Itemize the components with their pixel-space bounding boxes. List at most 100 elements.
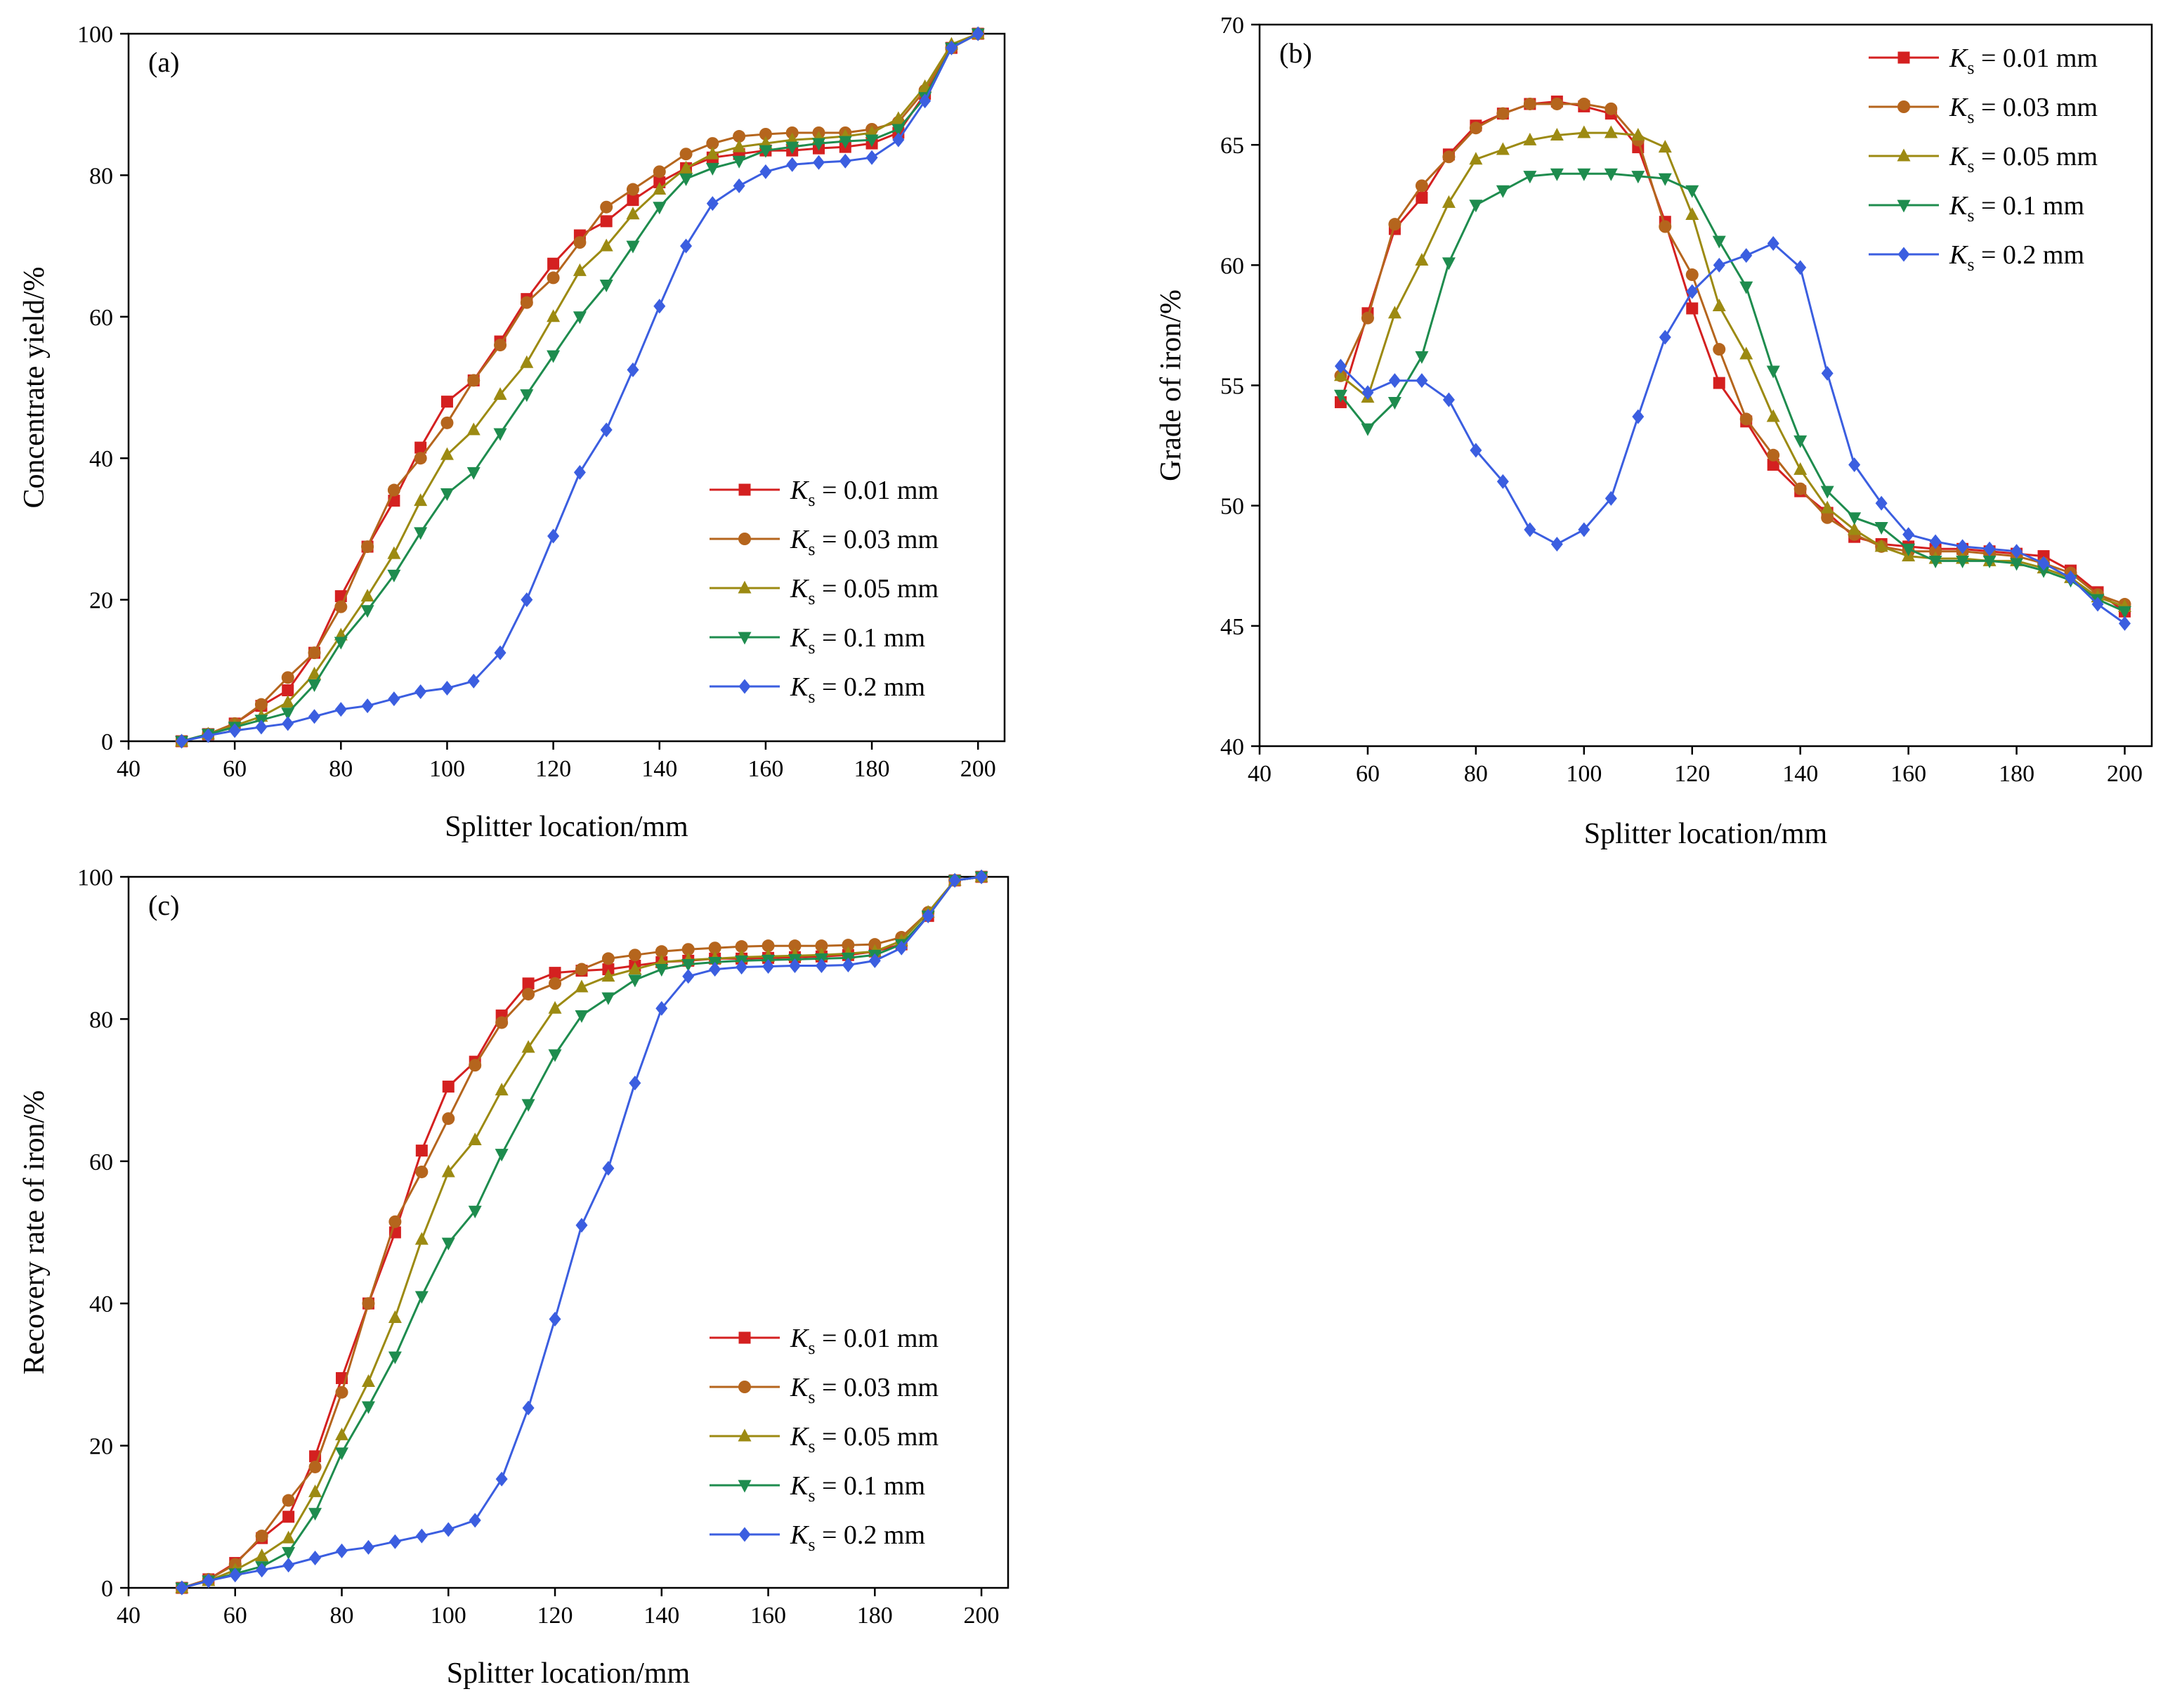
legend-marker [738, 1527, 751, 1542]
legend-marker [738, 1480, 752, 1493]
data-point [361, 540, 374, 554]
data-point [1820, 485, 1834, 499]
data-point [1604, 168, 1618, 181]
data-point [1605, 490, 1617, 506]
legend-marker [738, 632, 752, 645]
data-point [442, 1112, 455, 1126]
data-point [282, 1558, 295, 1573]
data-point [335, 1386, 348, 1399]
data-point [919, 93, 932, 109]
data-point [547, 257, 560, 270]
x-tick-label: 180 [854, 756, 890, 782]
data-point [361, 1401, 375, 1414]
data-point [759, 127, 772, 141]
data-point [1442, 392, 1455, 408]
data-point [442, 1522, 455, 1537]
series-2 [1334, 97, 2131, 611]
x-tick-label: 120 [1674, 761, 1710, 787]
data-point [599, 279, 613, 292]
x-tick-label: 80 [1464, 761, 1488, 787]
x-tick-label: 140 [1782, 761, 1818, 787]
legend-marker [738, 580, 752, 594]
data-point [415, 1528, 428, 1544]
panel-label: (c) [148, 889, 179, 921]
data-point [387, 546, 401, 559]
data-point [255, 719, 268, 735]
data-point [629, 1075, 641, 1090]
data-point [467, 374, 481, 387]
data-point [922, 908, 934, 924]
data-point [601, 969, 615, 982]
data-point [281, 671, 294, 684]
data-point [575, 979, 589, 993]
data-point [1713, 257, 1725, 273]
data-point [1496, 142, 1510, 155]
data-point [759, 164, 772, 179]
data-point [575, 1218, 588, 1233]
y-axis-title: Concentrate yield/% [18, 266, 51, 508]
legend-marker [1897, 247, 1910, 262]
data-point [1496, 185, 1510, 198]
data-point [176, 1580, 188, 1596]
data-point [1902, 527, 1915, 542]
y-tick-label: 20 [89, 588, 113, 614]
data-point [1523, 97, 1536, 110]
data-point [1333, 389, 1347, 403]
data-point [815, 958, 828, 973]
data-point [1415, 179, 1428, 193]
legend-marker [738, 1381, 751, 1393]
data-point [521, 1040, 535, 1053]
data-point [388, 1215, 402, 1228]
data-point [1874, 539, 1888, 552]
x-tick-label: 180 [1999, 761, 2034, 787]
data-point [1739, 346, 1753, 360]
panel-label: (b) [1279, 37, 1312, 69]
data-point [601, 992, 615, 1005]
legend-label: Ks = 0.1 mm [1949, 191, 2084, 226]
data-point [1685, 207, 1699, 220]
data-point [256, 1563, 268, 1578]
data-point [812, 155, 825, 170]
data-point [735, 940, 748, 953]
x-tick-label: 40 [1248, 761, 1272, 787]
data-point [1387, 396, 1401, 410]
data-point [547, 350, 561, 363]
data-point [1523, 171, 1537, 184]
data-point [1496, 474, 1509, 489]
data-point [1686, 284, 1699, 299]
data-point [495, 1149, 509, 1162]
data-point [495, 1471, 508, 1487]
data-point [1361, 311, 1374, 325]
data-point [1712, 299, 1726, 312]
data-point [573, 311, 587, 325]
data-point [679, 173, 693, 186]
data-point [891, 111, 906, 124]
data-point [440, 680, 453, 696]
data-point [2119, 615, 2131, 631]
series-5 [1334, 236, 2131, 631]
data-point [1550, 127, 1564, 141]
data-point [440, 447, 454, 460]
legend-marker [738, 483, 751, 496]
x-tick-label: 40 [117, 756, 141, 782]
data-point [1713, 377, 1725, 389]
legend-label: Ks = 0.03 mm [790, 1373, 939, 1407]
data-point [468, 1132, 482, 1145]
data-point [732, 139, 746, 152]
legend: Ks = 0.01 mm Ks = 0.03 mm Ks = 0.05 mm Ks =… [710, 476, 939, 707]
data-point [1631, 171, 1645, 184]
legend-marker [738, 533, 751, 545]
data-point [1685, 268, 1699, 282]
plot-frame [127, 875, 1009, 1589]
x-tick-label: 200 [964, 1603, 1000, 1629]
data-point [281, 695, 295, 708]
data-point [1848, 522, 1862, 535]
data-point [655, 945, 668, 958]
data-point [1740, 248, 1753, 263]
data-point [308, 1508, 322, 1521]
data-point [414, 527, 428, 540]
data-point [415, 1165, 429, 1178]
data-point [1496, 107, 1510, 120]
data-point [494, 339, 507, 352]
data-point [1739, 412, 1753, 426]
